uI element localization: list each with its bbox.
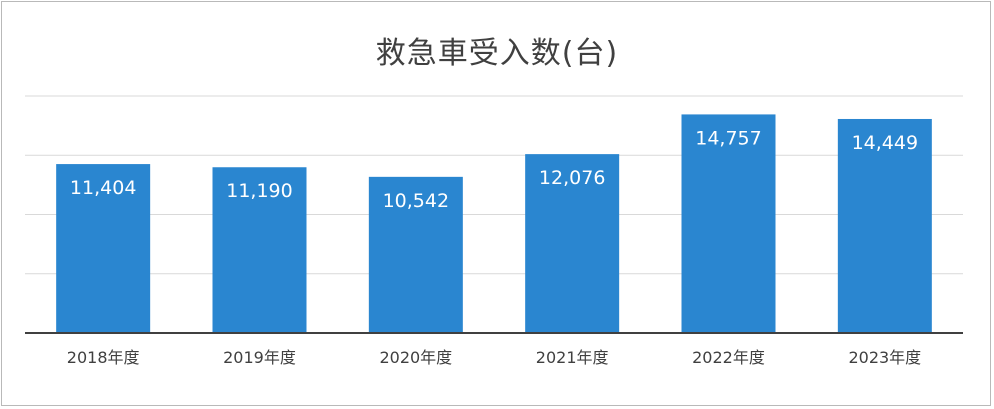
x-tick-label-2019年度: 2019年度 [223,348,296,367]
x-tick-label-2023年度: 2023年度 [848,348,921,367]
x-tick-label-2022年度: 2022年度 [692,348,765,367]
data-label-2018年度: 11,404 [70,177,136,199]
bar-2021年度 [525,154,620,333]
x-tick-label-2018年度: 2018年度 [67,348,140,367]
data-label-2021年度: 12,076 [539,167,605,189]
data-label-2020年度: 10,542 [383,190,449,212]
data-label-2023年度: 14,449 [852,132,918,154]
data-label-2019年度: 11,190 [226,180,292,202]
bar-2022年度 [681,114,776,334]
x-tick-label-2021年度: 2021年度 [536,348,609,367]
bar-2020年度 [368,176,463,333]
chart-title: 救急車受入数(台) [375,36,619,71]
bar-2023年度 [837,118,932,334]
bar-2019年度 [212,167,307,333]
data-label-2022年度: 14,757 [695,127,761,149]
x-tick-label-2020年度: 2020年度 [379,348,452,367]
bar-2018年度 [56,164,151,333]
